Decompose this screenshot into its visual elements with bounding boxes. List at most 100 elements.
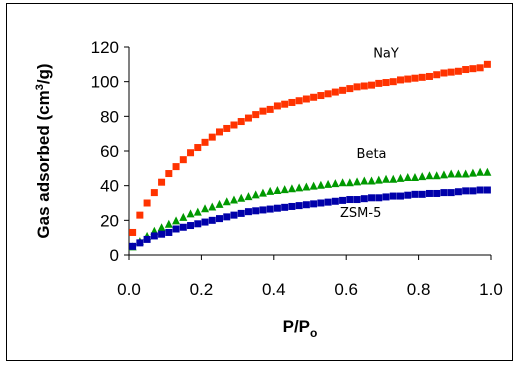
nay-point: [331, 88, 339, 96]
nay-point: [360, 82, 368, 90]
x-tick-label: 0.6: [334, 280, 358, 299]
nay-point: [158, 178, 166, 186]
zsm-5-point: [266, 205, 274, 213]
beta-point: [193, 207, 202, 216]
nay-point: [418, 73, 426, 81]
nay-point: [382, 79, 390, 87]
zsm-5-point: [331, 197, 339, 205]
beta-point: [476, 167, 485, 176]
zsm-5-point: [172, 225, 180, 233]
series-label-nay: NaY: [373, 46, 399, 61]
nay-point: [433, 71, 441, 79]
beta-point: [382, 174, 391, 183]
y-tick-label: 120: [91, 38, 119, 57]
beta-point: [389, 174, 398, 183]
beta-point: [164, 219, 173, 228]
zsm-5-point: [194, 220, 202, 228]
beta-point: [316, 180, 325, 189]
nay-point: [375, 79, 383, 87]
series-label-zsm-5: ZSM-5: [340, 206, 381, 221]
adsorption-chart: 0 20 40 60 80 100 120 0.0 0.2 0.4 0.6 0.8 1.0 P/Po Gas…: [34, 38, 503, 340]
y-tick-label: 80: [100, 107, 119, 126]
zsm-5-point: [469, 187, 477, 195]
beta-point: [179, 212, 188, 221]
nay-point: [324, 90, 332, 98]
y-tick-label: 0: [110, 246, 119, 265]
nay-point: [187, 149, 195, 157]
beta-point: [208, 202, 217, 211]
zsm-5-point: [382, 193, 390, 201]
nay-point: [208, 133, 216, 141]
zsm-5-point: [302, 201, 310, 209]
nay-point: [129, 228, 137, 236]
nay-point: [172, 163, 180, 171]
nay-point: [404, 75, 412, 83]
zsm-5-point: [389, 192, 397, 200]
zsm-5-point: [310, 200, 318, 208]
beta-point: [331, 179, 340, 188]
x-axis-title: P/Po: [283, 317, 318, 340]
nay-point: [281, 100, 289, 108]
zsm-5-point: [216, 215, 223, 223]
nay-point: [136, 211, 144, 219]
nay-point: [179, 156, 187, 164]
nay-point: [237, 118, 245, 126]
zsm-5-point: [476, 186, 484, 194]
beta-point: [244, 192, 253, 201]
nay-point: [469, 65, 477, 73]
nay-point: [339, 86, 347, 94]
nay-point: [353, 83, 361, 91]
nay-point: [259, 107, 267, 115]
nay-point: [462, 66, 470, 74]
nay-point: [346, 85, 354, 93]
y-tick-label: 100: [91, 73, 119, 92]
nay-point: [483, 60, 491, 68]
beta-point: [447, 169, 456, 178]
beta-point: [186, 209, 195, 218]
y-tick-label: 60: [100, 142, 119, 161]
zsm-5-point: [230, 211, 238, 219]
zsm-5-point: [273, 204, 281, 212]
zsm-5-point: [353, 196, 361, 204]
beta-point: [338, 178, 347, 187]
zsm-5-point: [252, 207, 260, 215]
series-label-beta: Beta: [357, 147, 387, 162]
nay-point: [194, 144, 202, 152]
nay-point: [252, 111, 260, 119]
nay-point: [389, 78, 397, 86]
y-axis-title: Gas adsorbed (cm3/g): [34, 63, 53, 238]
beta-point: [287, 184, 296, 193]
zsm-5-point: [223, 213, 231, 221]
zsm-5-point: [324, 198, 332, 206]
y-tick-label: 40: [100, 177, 119, 196]
beta-point: [280, 185, 289, 194]
beta-point: [432, 171, 441, 180]
beta-point: [201, 204, 210, 213]
beta-point: [345, 178, 354, 187]
beta-point: [324, 179, 333, 188]
zsm-5-point: [288, 202, 296, 210]
nay-point: [143, 199, 151, 207]
x-tick-label: 0.0: [117, 280, 141, 299]
beta-point: [454, 169, 463, 178]
nay-point: [295, 97, 303, 105]
zsm-5-point: [339, 196, 347, 204]
zsm-5-point: [404, 191, 412, 199]
beta-point: [215, 199, 224, 208]
nay-point: [201, 138, 209, 146]
x-tick-label: 0.8: [407, 280, 431, 299]
x-tick-label: 0.4: [262, 280, 286, 299]
x-tick-label: 0.2: [190, 280, 214, 299]
beta-point: [172, 216, 181, 225]
beta-point: [425, 171, 434, 180]
zsm-5-point: [462, 187, 470, 195]
zsm-5-point: [136, 239, 144, 247]
zsm-5-point: [295, 202, 303, 210]
nay-point: [302, 95, 310, 103]
zsm-5-point: [425, 189, 433, 197]
beta-point: [229, 195, 238, 204]
zsm-5-point: [201, 218, 209, 226]
zsm-5-point: [281, 203, 289, 211]
zsm-5-point: [454, 188, 462, 196]
nay-point: [411, 74, 419, 82]
